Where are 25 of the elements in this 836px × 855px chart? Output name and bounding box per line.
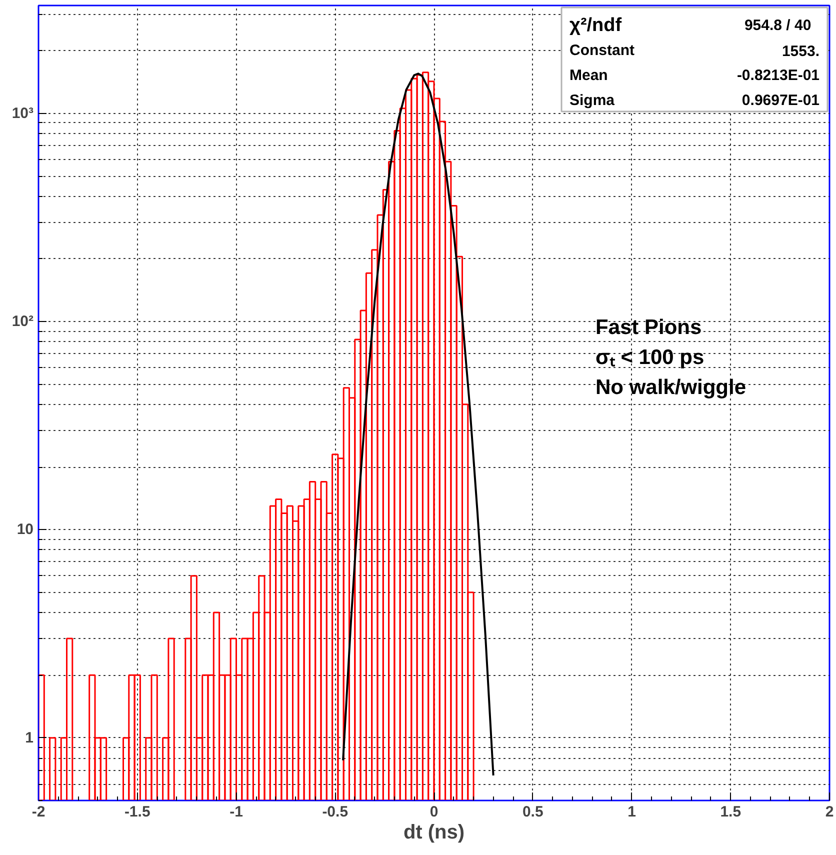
annotation: 0.9697E-01 [742, 92, 820, 109]
x-axis-title: dt (ns) [403, 822, 465, 844]
annotation: Mean [570, 67, 608, 84]
annotation: σₜ < 100 ps [596, 346, 704, 369]
x-tick-label: 1.5 [720, 804, 742, 820]
y-tick-label: 10³ [12, 104, 34, 122]
annotation: Constant [570, 42, 634, 59]
annotation: χ²/ndf [570, 15, 622, 36]
annotation: Sigma [570, 92, 616, 109]
y-tick-label: 10 [16, 521, 34, 538]
x-tick-label: 0.5 [522, 804, 544, 820]
x-tick-label: -2 [32, 804, 46, 820]
y-tick-label: 10² [12, 313, 34, 330]
annotation: Fast Pions [596, 316, 702, 339]
annotation: -0.8213E-01 [736, 67, 820, 84]
x-tick-label: 2 [825, 804, 834, 820]
x-tick-label: 1 [628, 804, 636, 820]
x-tick-label: 0 [430, 804, 438, 820]
x-tick-label: -0.5 [322, 804, 348, 820]
annotation: No walk/wiggle [596, 376, 746, 399]
annotation: 954.8 / 40 [744, 17, 812, 34]
x-tick-label: -1.5 [124, 804, 150, 820]
y-tick-label: 1 [25, 729, 34, 746]
x-tick-label: -1 [230, 804, 243, 820]
annotation: 1553. [782, 43, 820, 60]
